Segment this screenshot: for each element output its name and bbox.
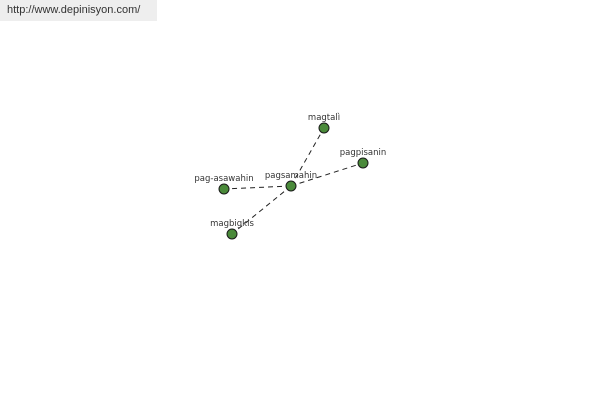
node-magbigkis[interactable] <box>226 228 238 240</box>
node-magtali[interactable] <box>318 122 330 134</box>
url-label: http://www.depinisyon.com/ <box>0 0 157 21</box>
node-pagpisanin[interactable] <box>357 157 369 169</box>
node-label-pagsamahin[interactable]: pagsamahin <box>265 171 317 181</box>
edge-pagsamahin-magbigkis <box>231 185 292 235</box>
node-pag-asawahin[interactable] <box>218 183 230 195</box>
node-label-pag-asawahin[interactable]: pag-asawahin <box>194 174 253 184</box>
node-label-magtali[interactable]: magtalì <box>308 113 340 123</box>
edge-pagsamahin-pagpisanin <box>290 162 364 187</box>
edge-pagsamahin-magtali <box>290 127 325 187</box>
edge-pagsamahin-pag-asawahin <box>223 185 292 190</box>
node-label-pagpisanin[interactable]: pagpisanin <box>340 148 387 158</box>
node-pagsamahin[interactable] <box>285 180 297 192</box>
node-label-magbigkis[interactable]: magbigkis <box>210 219 254 229</box>
